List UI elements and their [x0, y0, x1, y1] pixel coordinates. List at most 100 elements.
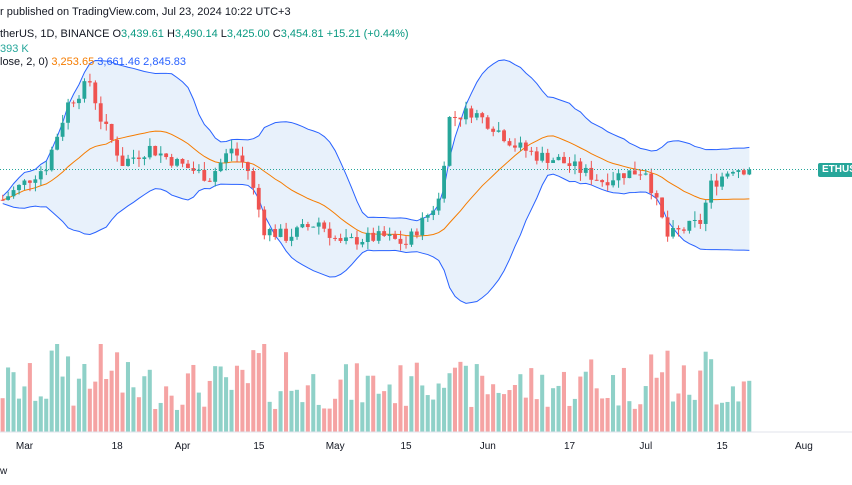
candle-body — [6, 196, 10, 200]
candle-body — [229, 148, 234, 154]
volume-bar — [158, 402, 163, 432]
volume-bar — [109, 370, 114, 432]
candle-body — [278, 228, 283, 237]
volume-bar — [202, 406, 207, 432]
candle-body — [169, 157, 174, 166]
candle-body — [344, 237, 348, 241]
candle-body — [398, 238, 403, 244]
volume-bar — [654, 377, 659, 432]
x-tick-label: Aug — [795, 441, 813, 452]
volume-bar — [736, 401, 741, 432]
volume-bar — [600, 398, 605, 432]
volume-bar — [747, 380, 752, 432]
footer-text: w — [0, 466, 8, 477]
volume-bar — [256, 353, 261, 432]
candle-body — [692, 219, 697, 221]
volume-bar — [545, 406, 550, 432]
volume-bar — [681, 365, 686, 432]
published-caption: r published on TradingView.com, Jul 23, … — [0, 6, 291, 18]
candle-body — [66, 102, 70, 123]
volume-bar — [594, 388, 599, 432]
candle-body — [333, 237, 337, 239]
volume-bar — [485, 394, 490, 432]
volume-bar — [82, 364, 87, 432]
volume-bar — [327, 408, 332, 432]
volume-bar — [452, 367, 457, 432]
candle-body — [186, 163, 190, 169]
candle-body — [529, 150, 534, 152]
x-tick-label: Apr — [175, 441, 191, 452]
volume-bar — [120, 392, 125, 432]
bb-lower-value: 2,845.83 — [143, 56, 186, 68]
volume-bar — [741, 381, 746, 432]
bb-legend: lose, 2, 0) 3,253.65 3,661.46 2,845.83 — [0, 56, 186, 68]
x-tick-label: 15 — [717, 441, 729, 452]
candle-body — [616, 173, 621, 181]
volume-bar — [512, 384, 517, 432]
candle-body — [502, 130, 506, 142]
x-tick-label: 17 — [564, 441, 576, 452]
candle-body — [49, 149, 54, 171]
volume-bar — [136, 397, 141, 432]
candle-body — [447, 116, 452, 166]
candle-body — [273, 229, 278, 237]
candle-body — [731, 171, 735, 174]
candle-body — [387, 234, 392, 236]
candle-body — [551, 160, 555, 163]
volume-bar — [27, 363, 32, 432]
volume-bar — [387, 384, 392, 432]
candle-body — [316, 222, 321, 227]
symbol-label: therUS, 1D, BINANCE — [0, 28, 110, 40]
candle-body — [458, 117, 463, 120]
volume-bar — [692, 399, 697, 432]
candle-body — [589, 167, 594, 180]
candle-body — [235, 148, 239, 156]
volume-bar — [442, 387, 447, 432]
candle-body — [376, 231, 381, 241]
volume-bar — [660, 372, 665, 432]
volume-bar — [284, 352, 289, 432]
volume-bar — [371, 375, 376, 432]
candle-body — [567, 163, 572, 167]
candle-body — [578, 161, 583, 173]
candle-body — [627, 170, 632, 179]
candle-body — [300, 224, 305, 228]
volume-bar — [207, 380, 212, 432]
candle-body — [240, 155, 245, 163]
volume-bar — [474, 364, 479, 432]
volume-bar — [98, 344, 103, 432]
candle-body — [311, 226, 316, 228]
volume-bar — [665, 350, 670, 432]
candle-body — [540, 152, 545, 161]
candle-body — [556, 156, 561, 161]
volume-bars — [0, 344, 752, 432]
candle-body — [354, 237, 359, 245]
volume-bar — [191, 364, 196, 432]
volume-bar — [463, 365, 468, 432]
candle-body — [594, 179, 599, 181]
volume-bar — [267, 401, 272, 432]
volume-bar — [616, 405, 621, 432]
candle-body — [747, 169, 752, 175]
candle-body — [11, 190, 16, 197]
candle-body — [256, 187, 261, 210]
volume-bar — [104, 379, 109, 432]
volume-bar — [349, 399, 354, 432]
volume-bar — [6, 367, 11, 432]
candle-body — [175, 158, 179, 166]
volume-bar — [649, 354, 654, 432]
volume-bar — [556, 385, 561, 432]
candle-body — [327, 228, 332, 238]
candle-body — [463, 108, 468, 120]
volume-bar — [632, 408, 637, 432]
candle-body — [365, 232, 370, 243]
candle-body — [698, 219, 703, 224]
candle-body — [55, 136, 60, 150]
candle-body — [496, 130, 501, 132]
volume-bar — [698, 370, 703, 432]
volume-bar — [93, 381, 98, 432]
bb-basis-line — [2, 130, 750, 237]
volume-bar — [491, 384, 496, 432]
ohlc-legend: therUS, 1D, BINANCE O3,439.61 H3,490.14 … — [0, 28, 409, 40]
